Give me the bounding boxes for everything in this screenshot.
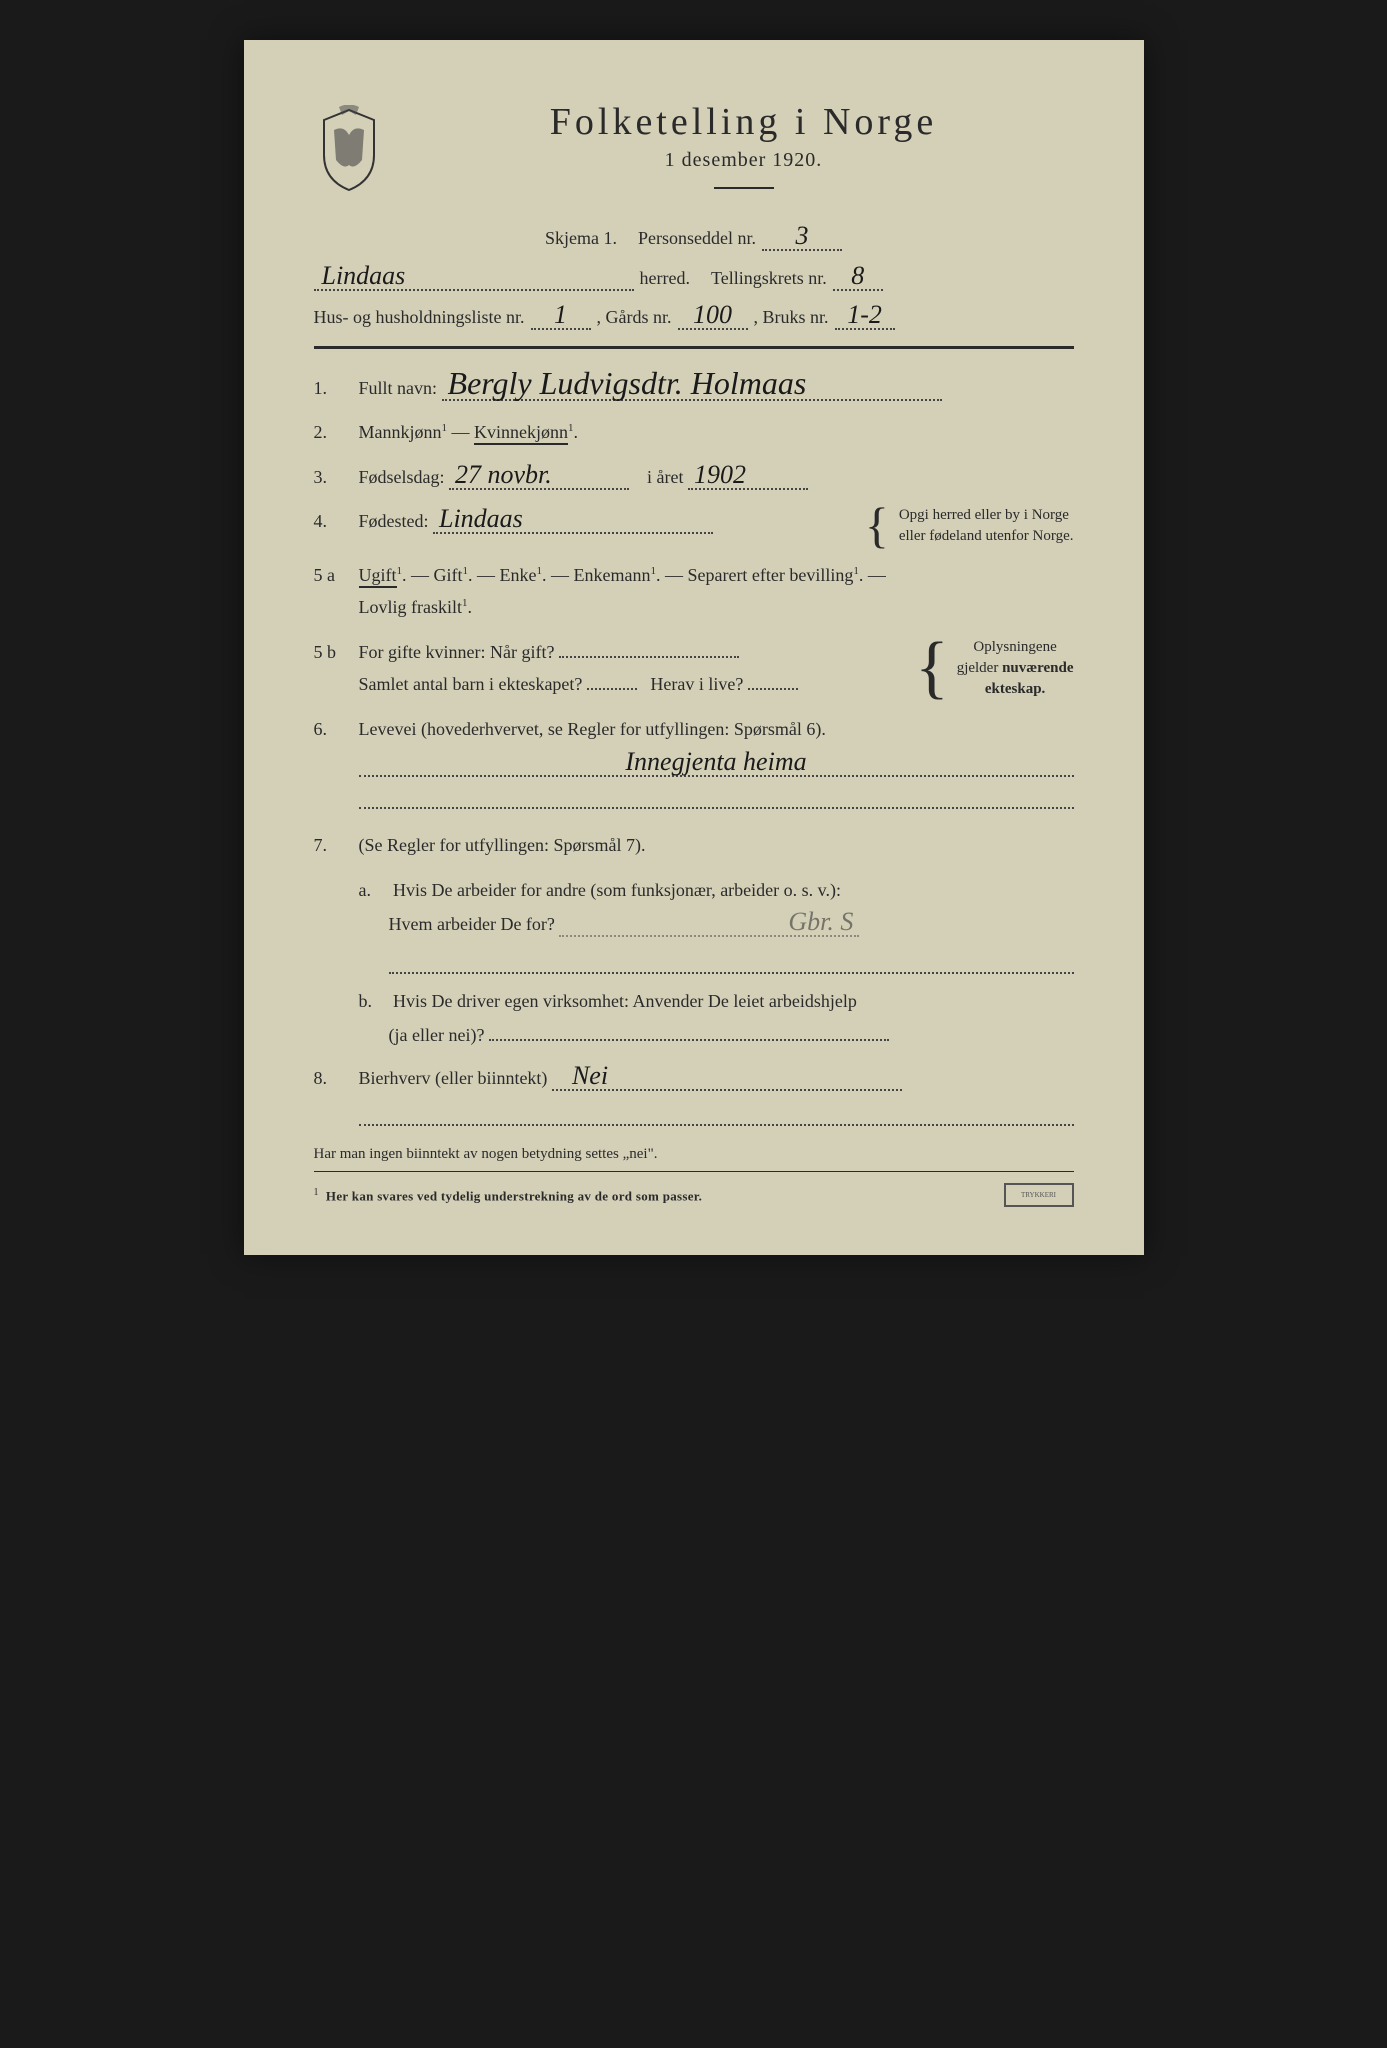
q7b: b. Hvis De driver egen virksomhet: Anven…	[359, 984, 1074, 1052]
q5b-gift-value	[559, 656, 739, 658]
tellingskrets-label: Tellingskrets nr.	[711, 259, 827, 299]
q8: 8. Bierhverv (eller biinntekt) Nei	[314, 1062, 1074, 1126]
q7b-letter: b.	[359, 984, 389, 1018]
divider	[314, 346, 1074, 349]
q5b-num: 5 b	[314, 636, 359, 668]
q5a: 5 a Ugift1. — Gift1. — Enke1. — Enkemann…	[314, 559, 1074, 624]
footnote: 1 Her kan svares ved tydelig understrekn…	[314, 1187, 1074, 1204]
q3-label: Fødselsdag:	[359, 467, 445, 487]
q7b-line2: (ja eller nei)?	[389, 1025, 485, 1045]
q7-label: (Se Regler for utfyllingen: Spørsmål 7).	[359, 835, 646, 855]
herred-line: Lindaas herred. Tellingskrets nr. 8	[314, 259, 1074, 299]
q4-num: 4.	[314, 505, 359, 537]
q3-day: 27 novbr.	[449, 462, 629, 490]
personseddel-label: Personseddel nr.	[638, 219, 756, 259]
q6-label: Levevei (hovederhvervet, se Regler for u…	[359, 719, 826, 739]
q7a-line1: Hvis De arbeider for andre (som funksjon…	[393, 880, 841, 900]
q5a-enkemann: Enkemann	[573, 565, 650, 585]
q4-note: Opgi herred eller by i Norge eller fødel…	[899, 505, 1074, 547]
q5b: 5 b For gifte kvinner: Når gift? Samlet …	[314, 636, 1074, 701]
coat-of-arms-icon	[314, 105, 384, 195]
census-form: Folketelling i Norge 1 desember 1920. Sk…	[244, 40, 1144, 1255]
q6-value2	[359, 781, 1074, 809]
q3-year-label: i året	[647, 467, 683, 487]
q4-label: Fødested:	[359, 511, 429, 531]
q1: 1. Fullt navn: Bergly Ludvigsdtr. Holmaa…	[314, 367, 1074, 404]
q5a-separert: Separert efter bevilling	[687, 565, 853, 585]
q8-value: Nei	[552, 1063, 902, 1091]
bruks-nr: 1-2	[835, 302, 895, 330]
q3: 3. Fødselsdag: 27 novbr. i året 1902	[314, 461, 1074, 493]
q7a-blank	[389, 946, 1074, 974]
tellingskrets-nr: 8	[833, 263, 883, 291]
q7-num: 7.	[314, 829, 359, 861]
q1-value: Bergly Ludvigsdtr. Holmaas	[442, 367, 942, 401]
q5b-note: Oplysningene gjelder nuværende ekteskap.	[957, 637, 1074, 700]
q7b-line1: Hvis De driver egen virksomhet: Anvender…	[393, 991, 857, 1011]
brace-icon: {	[915, 640, 949, 696]
q7a-line2: Hvem arbeider De for?	[389, 914, 555, 934]
bruks-label: , Bruks nr.	[754, 298, 829, 338]
q4-value: Lindaas	[433, 506, 713, 534]
q2-opt1: Mannkjønn	[359, 422, 442, 442]
q2-num: 2.	[314, 416, 359, 448]
q5a-gift: Gift	[434, 565, 463, 585]
printer-stamp: TRYKKERI	[1004, 1183, 1074, 1207]
q7: 7. (Se Regler for utfyllingen: Spørsmål …	[314, 829, 1074, 861]
q8-num: 8.	[314, 1062, 359, 1094]
q5b-line2b: Herav i live?	[650, 674, 743, 694]
divider	[314, 1171, 1074, 1172]
q2-opt2: Kvinnekjønn	[474, 422, 568, 445]
q7a-value: Gbr. S	[559, 909, 859, 937]
q5a-num: 5 a	[314, 559, 359, 591]
personseddel-nr: 3	[762, 223, 842, 251]
q3-num: 3.	[314, 461, 359, 493]
q1-num: 1.	[314, 372, 359, 404]
brace-icon: {	[865, 505, 889, 545]
q6-value: Innegjenta heima	[359, 749, 1074, 777]
q8-blank	[359, 1098, 1074, 1126]
husliste-line: Hus- og husholdningsliste nr. 1 , Gårds …	[314, 298, 1074, 338]
document-date: 1 desember 1920.	[414, 149, 1074, 172]
q6: 6. Levevei (hovederhvervet, se Regler fo…	[314, 713, 1074, 809]
footer-note: Har man ingen biinntekt av nogen betydni…	[314, 1146, 1074, 1163]
q7a-letter: a.	[359, 873, 389, 907]
q1-label: Fullt navn:	[359, 378, 438, 398]
header: Folketelling i Norge 1 desember 1920.	[314, 100, 1074, 204]
dash: —	[447, 422, 474, 442]
gards-nr: 100	[678, 302, 748, 330]
q6-num: 6.	[314, 713, 359, 745]
q5b-line1: For gifte kvinner: Når gift?	[359, 642, 555, 662]
gards-label: , Gårds nr.	[597, 298, 672, 338]
herred-label: herred.	[640, 259, 690, 299]
q7a: a. Hvis De arbeider for andre (som funks…	[359, 873, 1074, 973]
document-title: Folketelling i Norge	[414, 100, 1074, 144]
husliste-label: Hus- og husholdningsliste nr.	[314, 298, 525, 338]
q5a-fraskilt: Lovlig fraskilt	[359, 597, 462, 617]
q8-label: Bierhverv (eller biinntekt)	[359, 1068, 548, 1088]
q3-year: 1902	[688, 462, 808, 490]
husliste-nr: 1	[531, 302, 591, 330]
herred-value: Lindaas	[314, 263, 634, 291]
skjema-line: Skjema 1. Personseddel nr. 3	[314, 219, 1074, 259]
q5b-barn-value	[587, 688, 637, 690]
q7b-value	[489, 1039, 889, 1041]
divider	[714, 187, 774, 189]
skjema-label: Skjema 1.	[545, 219, 617, 259]
q5a-enke: Enke	[500, 565, 537, 585]
q5a-ugift: Ugift	[359, 565, 397, 588]
q5b-live-value	[748, 688, 798, 690]
q5b-line2: Samlet antal barn i ekteskapet?	[359, 674, 583, 694]
q4: 4. Fødested: Lindaas { Opgi herred eller…	[314, 505, 1074, 547]
q2: 2. Mannkjønn1 — Kvinnekjønn1.	[314, 416, 1074, 448]
